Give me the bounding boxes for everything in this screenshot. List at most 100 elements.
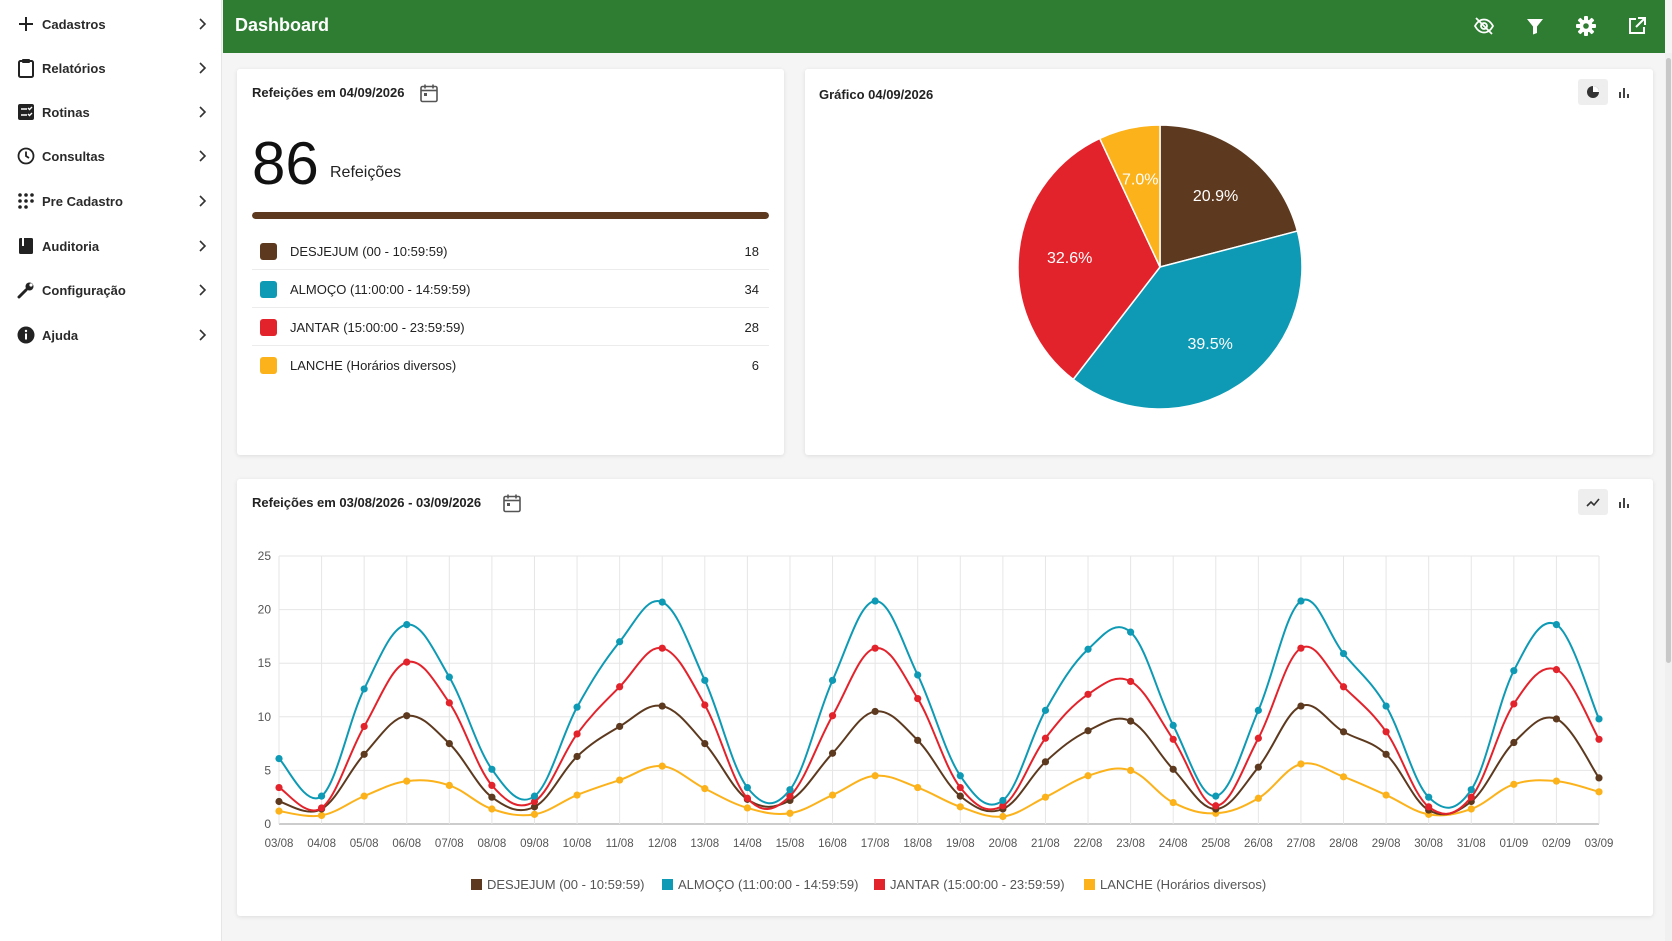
scrollbar-thumb[interactable] [1666,58,1671,663]
data-point [530,810,539,818]
data-point [701,676,709,684]
legend-label: LANCHE (Horários diversos) [1100,877,1266,892]
data-point [1084,772,1092,780]
sidebar-item-configuracao[interactable]: Configuração [0,270,222,310]
filter-button[interactable] [1523,14,1547,38]
total-meals-count: 86 [252,130,319,197]
data-point [956,792,964,800]
sidebar-item-label: Consultas [42,148,105,164]
sidebar-item-cadastros[interactable]: Cadastros [0,4,222,44]
data-point [530,797,539,806]
data-point [573,730,581,738]
data-point [658,762,666,770]
data-point [1084,727,1092,735]
data-point [999,802,1007,810]
y-tick-label: 10 [258,710,272,724]
data-point [1084,690,1092,698]
sidebar-item-pre-cadastro[interactable]: Pre Cadastro [0,181,222,221]
data-point [1127,677,1135,686]
open-external-button[interactable] [1625,14,1649,38]
data-point [1595,735,1603,743]
data-point [317,804,326,812]
data-point [488,765,496,773]
total-progress-bar [252,212,769,219]
data-point [1254,706,1262,714]
data-point [828,791,837,799]
x-tick-label: 28/08 [1329,838,1358,850]
summary-title: Refeições em 04/09/2026 [252,85,405,100]
total-meals-label: Refeições [330,164,402,181]
calendar-icon[interactable] [419,83,439,103]
pie-slice [1098,124,1161,268]
calendar-icon[interactable] [502,493,522,513]
data-point [1084,645,1092,653]
data-point [1339,728,1348,736]
header-bar: Dashboard [223,0,1665,53]
sidebar-item-label: Configuração [42,282,126,298]
data-point [530,803,539,811]
settings-button[interactable] [1574,14,1598,38]
x-tick-label: 15/08 [776,838,805,850]
legend-label: DESJEJUM (00 - 10:59:59) [487,877,645,892]
trend-chart-title: Refeições em 03/08/2026 - 03/09/2026 [252,495,482,510]
sidebar-item-rotinas[interactable]: Rotinas [0,92,222,132]
meal-count: 18 [744,244,759,259]
x-tick-label: 07/08 [435,838,464,850]
data-point [403,658,411,666]
data-point [1339,649,1348,658]
chevron-right-icon [196,61,210,75]
x-tick-label: 13/08 [690,838,719,850]
pie-slice-label: 39.5% [1187,336,1232,353]
x-tick-label: 08/08 [478,838,507,850]
data-point [360,792,368,800]
data-point [999,796,1007,805]
sidebar-item-auditoria[interactable]: Auditoria [0,226,222,266]
data-point [1552,666,1561,674]
data-point [1467,805,1475,813]
x-tick-label: 03/08 [265,838,294,850]
data-point [317,792,326,800]
data-point [1297,597,1305,605]
chevron-right-icon [196,283,210,297]
series-line [278,762,1600,818]
data-point [871,707,879,716]
data-point [1339,773,1348,781]
sidebar-item-label: Relatórios [42,60,106,76]
sidebar-item-relatorios[interactable]: Relatórios [0,48,222,88]
data-point [786,786,794,794]
clock-icon [15,145,37,167]
x-tick-label: 20/08 [988,838,1017,850]
bar-view-button[interactable] [1609,489,1639,515]
data-point [1467,793,1475,801]
legend-swatch [471,879,482,890]
data-point [275,783,283,792]
visibility-off-button[interactable] [1472,14,1496,38]
y-tick-label: 25 [258,549,272,563]
legend-swatch [1084,879,1095,890]
plus-icon [15,13,37,35]
series-line [278,598,1600,809]
data-point [616,722,624,731]
pie-view-button[interactable] [1578,79,1608,105]
list-item: LANCHE (Horários diversos) 6 [252,346,769,384]
x-tick-label: 18/08 [903,838,932,850]
line-view-button[interactable] [1578,489,1608,515]
data-point [1127,766,1135,774]
sidebar-item-ajuda[interactable]: Ajuda [0,315,222,355]
checklist-icon [15,101,37,123]
meal-name: DESJEJUM (00 - 10:59:59) [290,244,448,259]
data-point [616,638,624,646]
x-tick-label: 12/08 [648,838,677,850]
bar-view-button[interactable] [1609,79,1639,105]
data-point [871,597,879,605]
x-tick-label: 27/08 [1287,838,1316,850]
chevron-right-icon [196,328,210,342]
sidebar-item-consultas[interactable]: Consultas [0,136,222,176]
data-point [701,701,709,709]
data-point [786,792,794,800]
visibility-off-icon [1473,17,1495,35]
data-point [1254,794,1262,802]
data-point [956,783,964,792]
meal-name: LANCHE (Horários diversos) [290,358,457,373]
data-point [1467,786,1475,794]
